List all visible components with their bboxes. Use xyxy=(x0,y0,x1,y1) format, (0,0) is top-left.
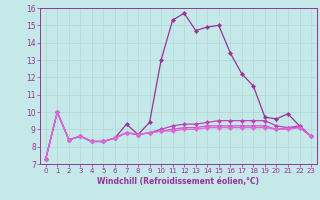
X-axis label: Windchill (Refroidissement éolien,°C): Windchill (Refroidissement éolien,°C) xyxy=(97,177,260,186)
